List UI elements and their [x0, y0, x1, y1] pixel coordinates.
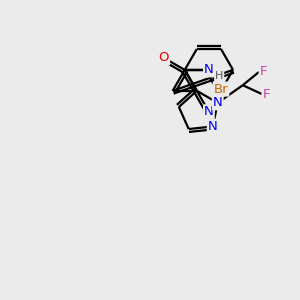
Text: N: N [204, 63, 214, 76]
Text: N: N [208, 120, 218, 133]
Text: F: F [260, 65, 267, 79]
Text: F: F [262, 88, 270, 100]
Text: N: N [213, 96, 223, 110]
Text: H: H [215, 71, 224, 81]
Text: O: O [159, 51, 169, 64]
Text: N: N [204, 105, 214, 118]
Text: Br: Br [214, 82, 228, 95]
